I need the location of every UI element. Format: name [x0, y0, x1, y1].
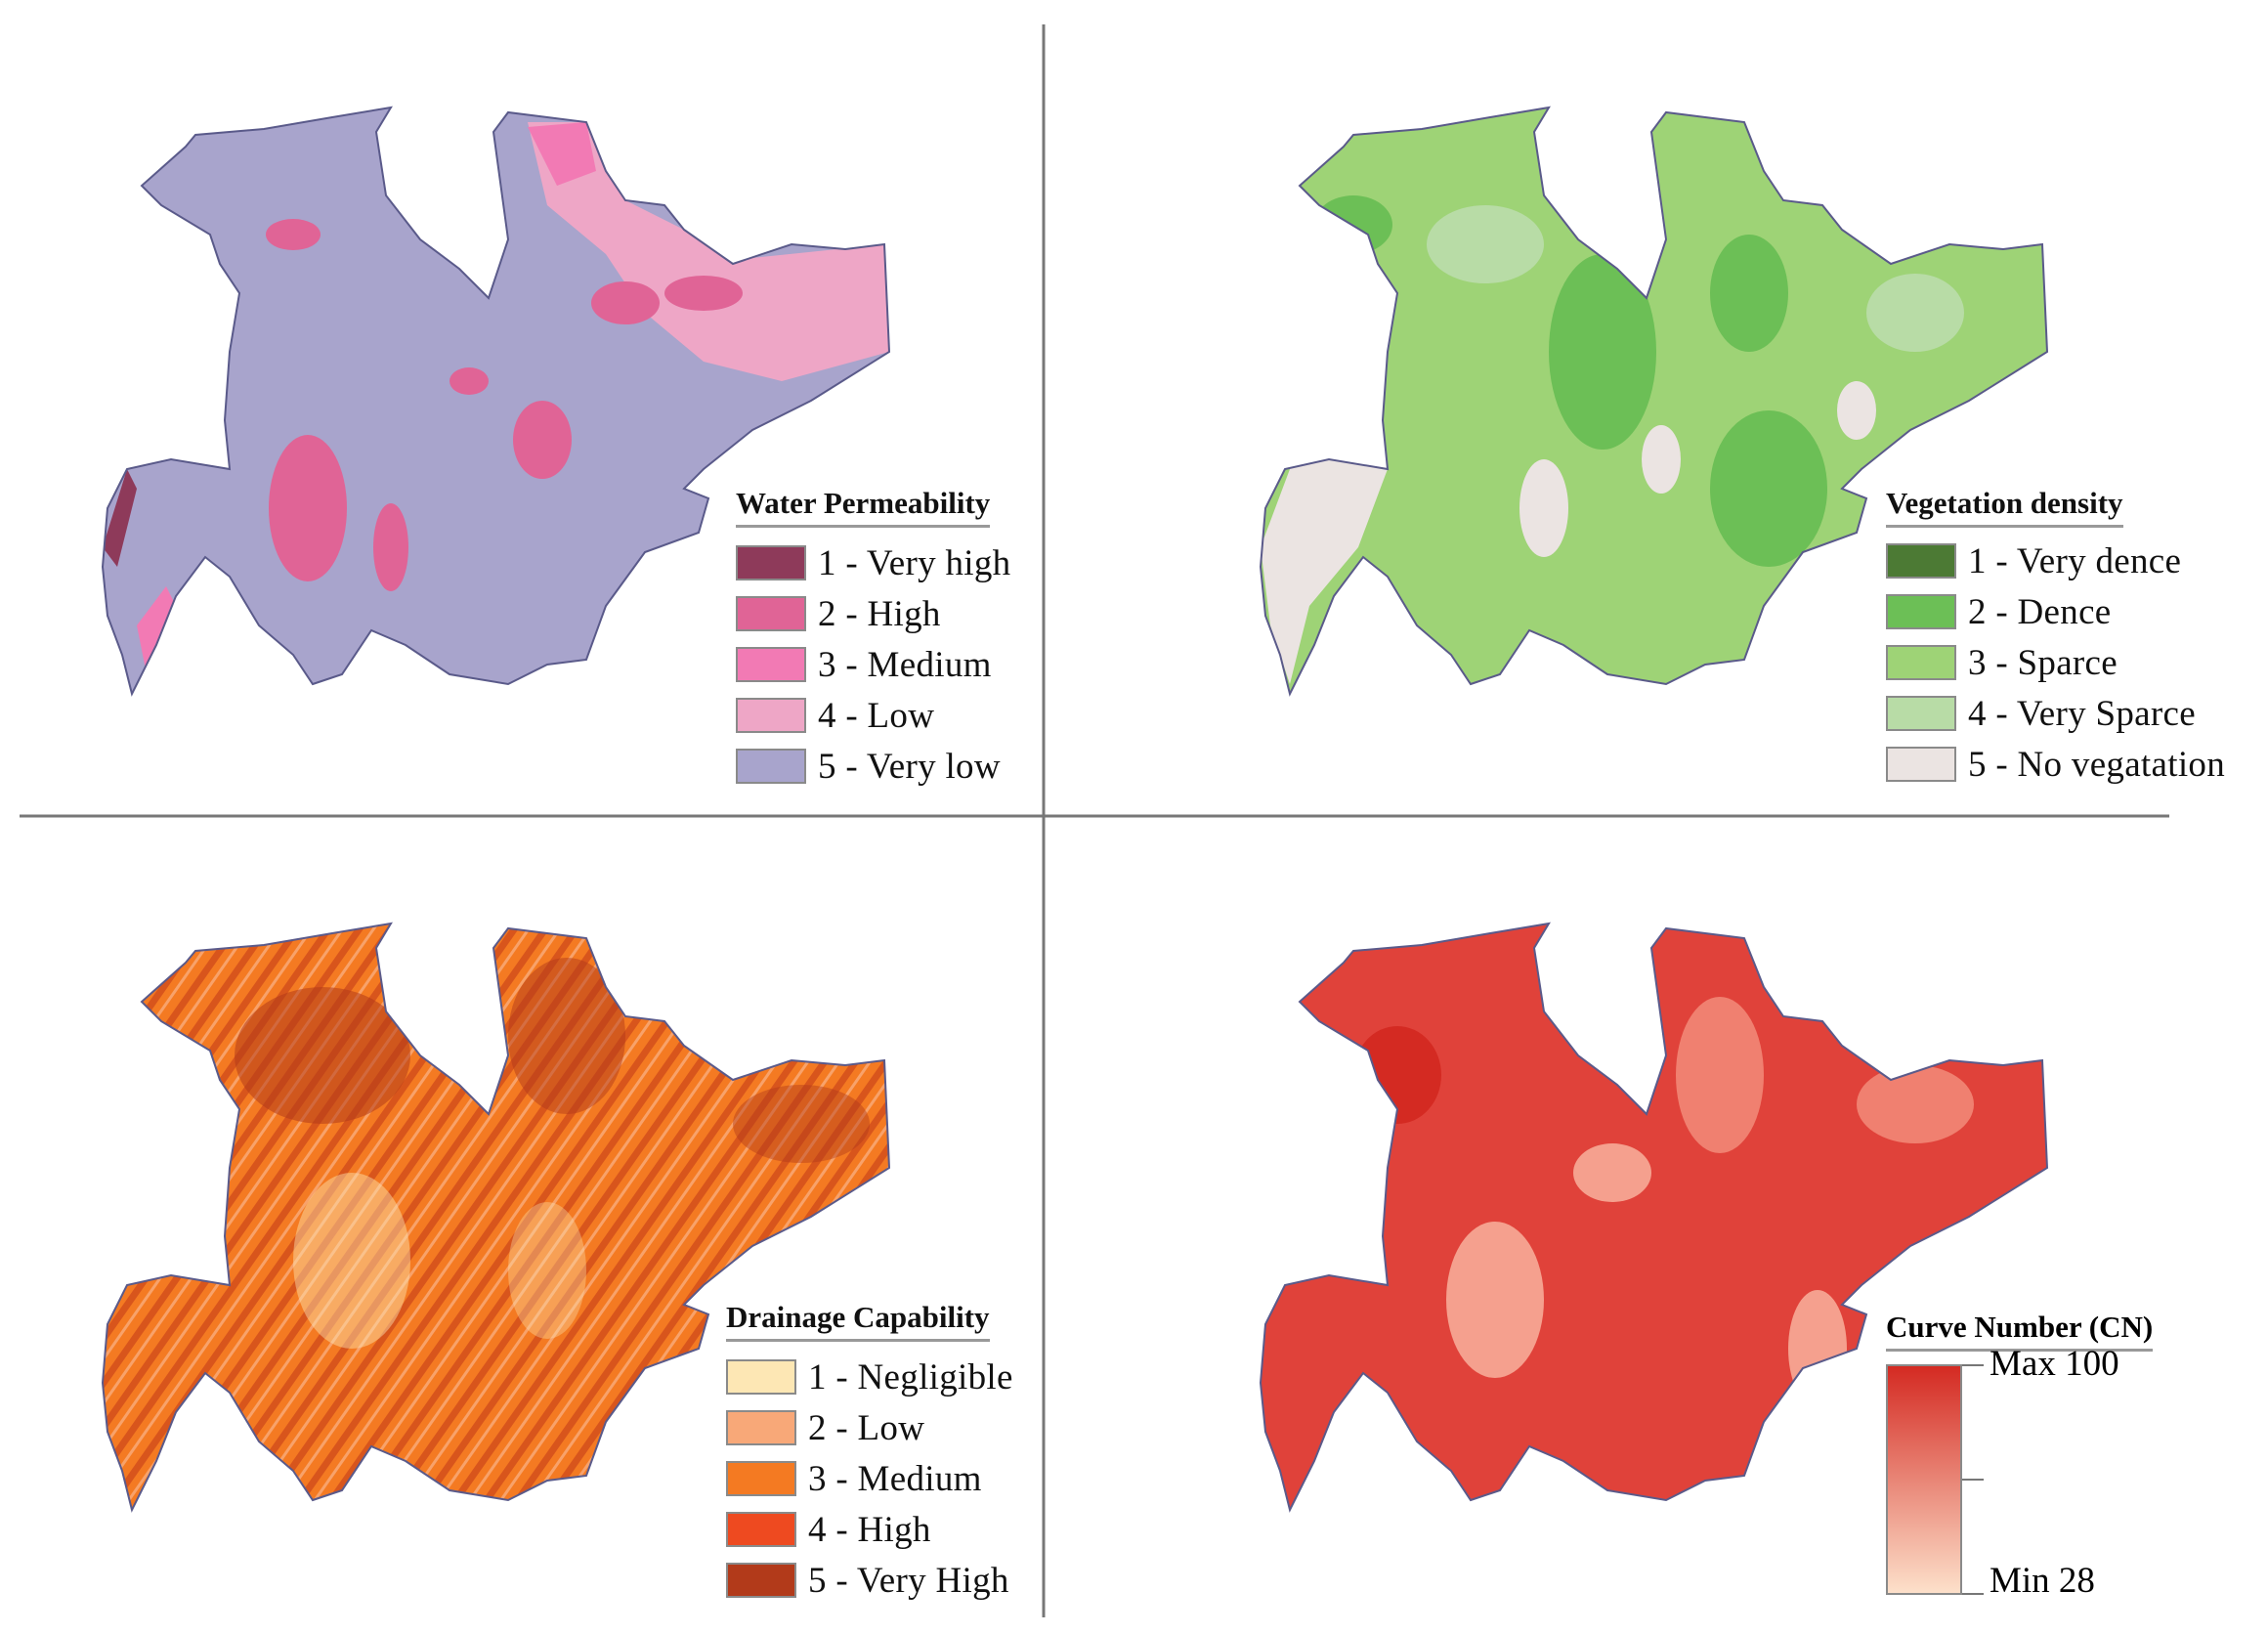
legend-swatch	[1886, 594, 1956, 629]
legend-item: 2 - Dence	[1886, 586, 2225, 637]
ramp-tick-min	[1962, 1593, 1984, 1595]
legend-swatch	[736, 596, 806, 631]
legend-title: Drainage Capability	[726, 1300, 990, 1342]
legend-item: 2 - Low	[726, 1402, 1013, 1453]
legend-item: 3 - Sparce	[1886, 637, 2225, 688]
legend-item: 5 - Very High	[726, 1555, 1013, 1606]
legend-swatch	[726, 1461, 796, 1496]
legend-item: 4 - High	[726, 1504, 1013, 1555]
legend-swatch	[1886, 645, 1956, 680]
drainage-capability-legend: Drainage Capability 1 - Negligible 2 - Lo…	[726, 1300, 1013, 1606]
legend-label: 4 - High	[808, 1509, 931, 1550]
legend-label: 3 - Sparce	[1968, 642, 2118, 683]
legend-title: Vegetation density	[1886, 486, 2123, 528]
ramp-tick-mid	[1962, 1479, 1984, 1481]
legend-item: 5 - No vegatation	[1886, 739, 2225, 790]
legend-label: 3 - Medium	[808, 1458, 982, 1499]
vegetation-density-legend: Vegetation density 1 - Very dence 2 - Den…	[1886, 486, 2225, 790]
legend-label: 2 - Low	[808, 1407, 925, 1448]
legend-swatch	[736, 749, 806, 784]
legend-label: 1 - Very high	[818, 542, 1011, 583]
legend-item: 3 - Medium	[726, 1453, 1013, 1504]
legend-item: 2 - High	[736, 588, 1010, 639]
legend-label: 2 - Dence	[1968, 591, 2112, 632]
legend-label: 1 - Negligible	[808, 1356, 1013, 1398]
legend-swatch	[726, 1512, 796, 1547]
legend-swatch	[726, 1359, 796, 1395]
legend-swatch	[736, 698, 806, 733]
legend-swatch	[726, 1410, 796, 1445]
legend-title: Curve Number (CN)	[1886, 1310, 2154, 1352]
water-permeability-legend: Water Permeability 1 - Very high 2 - High…	[736, 486, 1010, 792]
legend-item: 1 - Very dence	[1886, 536, 2225, 586]
legend-item: 4 - Very Sparce	[1886, 688, 2225, 739]
ramp-tick-max	[1962, 1364, 1984, 1366]
ramp-max-label: Max 100	[1990, 1344, 2119, 1384]
legend-item: 1 - Very high	[736, 538, 1010, 588]
legend-item: 3 - Medium	[736, 639, 1010, 690]
legend-label: 4 - Low	[818, 695, 935, 736]
legend-swatch	[1886, 696, 1956, 731]
legend-label: 2 - High	[818, 593, 941, 634]
legend-swatch	[1886, 747, 1956, 782]
legend-item: 4 - Low	[736, 690, 1010, 741]
legend-swatch	[1886, 543, 1956, 579]
legend-item: 1 - Negligible	[726, 1352, 1013, 1402]
drainage-capability-map	[103, 924, 889, 1510]
legend-label: 3 - Medium	[818, 644, 992, 685]
legend-label: 4 - Very Sparce	[1968, 693, 2196, 734]
legend-item: 5 - Very low	[736, 741, 1010, 792]
curve-number-color-ramp	[1886, 1364, 1962, 1595]
legend-swatch	[726, 1563, 796, 1598]
legend-label: 5 - Very High	[808, 1560, 1009, 1601]
ramp-min-label: Min 28	[1990, 1561, 2095, 1601]
legend-swatch	[736, 647, 806, 682]
legend-label: 1 - Very dence	[1968, 540, 2182, 581]
legend-label: 5 - Very low	[818, 746, 1001, 787]
legend-label: 5 - No vegatation	[1968, 744, 2225, 785]
legend-title: Water Permeability	[736, 486, 991, 528]
legend-swatch	[736, 545, 806, 580]
